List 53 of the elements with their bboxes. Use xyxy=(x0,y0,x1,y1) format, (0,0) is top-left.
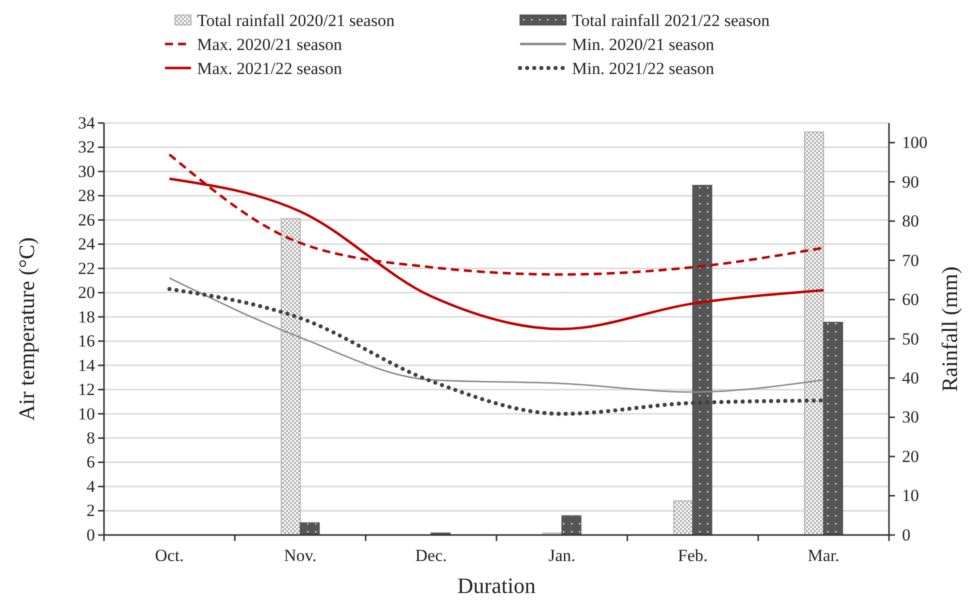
legend-label: Total rainfall 2020/21 season xyxy=(197,11,396,30)
y2-tick-label: 0 xyxy=(902,525,910,544)
bar xyxy=(673,500,694,536)
x-axis-title: Duration xyxy=(457,573,536,598)
bar xyxy=(823,322,844,536)
x-tick-label: Feb. xyxy=(678,546,708,565)
y-tick-label: 18 xyxy=(78,307,95,326)
y-tick-label: 30 xyxy=(78,162,95,181)
legend-label: Max. 2021/22 season xyxy=(197,59,342,78)
y-tick-label: 28 xyxy=(78,186,95,206)
y-tick-label: 34 xyxy=(78,113,96,132)
bar xyxy=(561,515,582,536)
legend-label: Min. 2021/22 season xyxy=(572,59,715,78)
x-tick-label: Jan. xyxy=(548,546,576,565)
y2-axis-title: Rainfall (mm) xyxy=(937,266,962,392)
x-tick-label: Oct. xyxy=(155,546,184,565)
y-tick-label: 6 xyxy=(86,452,95,472)
bar xyxy=(280,218,301,536)
y-tick-label: 24 xyxy=(78,234,96,254)
line-series xyxy=(167,287,826,416)
y-tick-label: 10 xyxy=(78,404,95,424)
y-tick-label: 22 xyxy=(78,258,95,278)
y-tick-label: 12 xyxy=(78,380,95,400)
y2-tick-label: 20 xyxy=(902,446,919,466)
y2-tick-label: 30 xyxy=(902,408,919,427)
y-tick-label: 32 xyxy=(78,138,95,157)
legend-label: Max. 2020/21 season xyxy=(197,35,342,54)
y-tick-label: 8 xyxy=(86,428,95,448)
x-tick-label: Mar. xyxy=(808,546,840,565)
y-tick-label: 2 xyxy=(86,501,95,520)
y-tick-label: 26 xyxy=(78,210,95,230)
y-tick-label: 0 xyxy=(86,525,95,544)
x-tick-label: Dec. xyxy=(415,546,447,565)
line-series xyxy=(168,277,824,393)
y2-tick-label: 70 xyxy=(902,250,919,270)
y2-tick-label: 10 xyxy=(902,486,919,506)
y2-tick-label: 40 xyxy=(902,368,919,388)
y-tick-label: 14 xyxy=(78,356,96,375)
y-axis-title: Air temperature (°C) xyxy=(14,237,39,421)
y-tick-label: 4 xyxy=(86,476,96,496)
bar xyxy=(804,132,824,536)
y-tick-label: 16 xyxy=(78,332,95,351)
y2-tick-label: 60 xyxy=(902,290,919,310)
legend-label: Total rainfall 2021/22 season xyxy=(572,11,770,30)
bar xyxy=(692,184,712,536)
y2-tick-label: 80 xyxy=(902,212,919,231)
bar xyxy=(300,522,320,536)
y-tick-label: 20 xyxy=(78,283,95,302)
x-tick-label: Nov. xyxy=(284,546,316,565)
legend-label: Min. 2020/21 season xyxy=(572,35,715,54)
y2-tick-label: 100 xyxy=(902,133,928,152)
y2-tick-label: 50 xyxy=(902,329,919,348)
y2-tick-label: 90 xyxy=(902,172,919,192)
